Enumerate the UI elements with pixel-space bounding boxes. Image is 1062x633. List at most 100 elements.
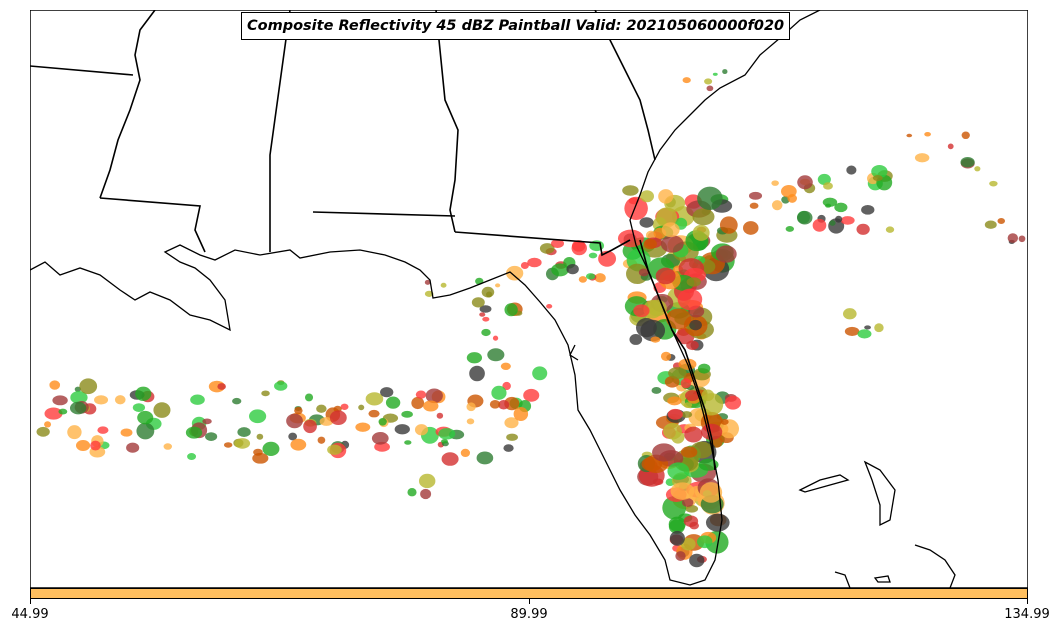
reflectivity-blob xyxy=(253,448,263,456)
reflectivity-blob xyxy=(67,425,82,440)
border-la-ms xyxy=(99,197,206,253)
reflectivity-blob xyxy=(684,426,703,443)
reflectivity-blob xyxy=(675,551,686,562)
reflectivity-blob xyxy=(365,392,384,406)
reflectivity-blob xyxy=(834,202,848,213)
reflectivity-blob xyxy=(469,365,485,382)
reflectivity-blob xyxy=(498,400,510,410)
reflectivity-blob xyxy=(249,409,267,424)
reflectivity-blob xyxy=(662,496,687,520)
reflectivity-blob xyxy=(857,329,872,339)
reflectivity-blob xyxy=(551,238,565,248)
reflectivity-blob xyxy=(425,388,443,404)
reflectivity-blob xyxy=(629,334,643,345)
reflectivity-blob xyxy=(704,78,713,85)
reflectivity-blob xyxy=(624,196,648,221)
reflectivity-blob xyxy=(288,432,298,441)
reflectivity-blob xyxy=(787,194,797,203)
reflectivity-blob xyxy=(771,180,779,186)
reflectivity-blob xyxy=(680,537,696,551)
reflectivity-blob xyxy=(44,407,63,420)
reflectivity-blob xyxy=(135,386,152,401)
colorbar xyxy=(30,588,1028,599)
reflectivity-blob xyxy=(527,257,542,268)
border-ar-la xyxy=(30,65,134,76)
reflectivity-blob xyxy=(797,175,813,190)
reflectivity-blob xyxy=(491,385,507,400)
reflectivity-blob xyxy=(706,85,714,92)
reflectivity-blob xyxy=(720,418,729,425)
reflectivity-blob xyxy=(441,439,448,444)
reflectivity-blob xyxy=(906,133,913,138)
reflectivity-blob xyxy=(479,305,492,313)
reflectivity-blob xyxy=(237,427,251,438)
reflectivity-blob xyxy=(546,304,553,309)
reflectivity-blob xyxy=(187,453,197,461)
reflectivity-blob xyxy=(846,165,857,175)
reflectivity-blob xyxy=(585,273,596,280)
reflectivity-blob xyxy=(262,441,280,456)
reflectivity-blob xyxy=(303,419,317,434)
border-ga-fl xyxy=(454,231,631,257)
reflectivity-blob xyxy=(984,220,997,229)
reflectivity-blob xyxy=(645,230,656,240)
reflectivity-blob xyxy=(861,204,875,215)
reflectivity-blob xyxy=(924,131,931,137)
reflectivity-blob xyxy=(635,317,657,338)
reflectivity-blob xyxy=(692,224,710,241)
colorbar-tick-label-mid: 89.99 xyxy=(510,607,548,622)
reflectivity-blob xyxy=(872,175,883,182)
reflectivity-blob xyxy=(424,290,434,297)
reflectivity-blob xyxy=(274,381,288,391)
reflectivity-blob xyxy=(748,191,763,200)
reflectivity-blob xyxy=(689,319,702,331)
colorbar-tick-label-min: 44.99 xyxy=(11,607,49,622)
map-title: Composite Reflectivity 45 dBZ Paintball … xyxy=(241,12,791,40)
reflectivity-blob xyxy=(205,432,218,441)
reflectivity-blob xyxy=(441,452,459,466)
reflectivity-blob xyxy=(261,390,270,397)
colorbar-tick-label-max: 134.99 xyxy=(1004,607,1050,622)
reflectivity-blob xyxy=(420,488,432,500)
reflectivity-blob xyxy=(340,403,349,410)
reflectivity-blob xyxy=(232,397,242,405)
reflectivity-blob xyxy=(661,222,680,238)
reflectivity-blob xyxy=(70,391,88,404)
reflectivity-blob xyxy=(651,387,662,394)
reflectivity-blob xyxy=(223,442,233,448)
reflectivity-blob xyxy=(185,426,203,439)
reflectivity-blob xyxy=(871,164,888,178)
reflectivity-blob xyxy=(660,235,684,253)
reflectivity-blob xyxy=(658,189,674,204)
reflectivity-blob xyxy=(500,362,511,371)
reflectivity-blob xyxy=(685,505,699,513)
reflectivity-blob xyxy=(97,426,109,434)
reflectivity-blob xyxy=(489,399,501,409)
reflectivity-blob xyxy=(380,387,394,398)
reflectivity-blob xyxy=(677,288,703,311)
reflectivity-blob xyxy=(588,252,598,259)
reflectivity-blob xyxy=(423,400,439,412)
reflectivity-blob xyxy=(36,426,50,437)
reflectivity-blob xyxy=(319,417,334,426)
reflectivity-blob xyxy=(823,182,833,190)
reflectivity-blob xyxy=(471,297,485,308)
reflectivity-blob xyxy=(667,408,683,420)
reflectivity-blob xyxy=(504,303,518,317)
reflectivity-blob xyxy=(771,200,783,211)
reflectivity-blob xyxy=(492,335,499,341)
reflectivity-blob xyxy=(666,308,692,330)
reflectivity-blob xyxy=(697,186,723,211)
gulf-atlantic-coastline xyxy=(30,10,821,586)
reflectivity-blobs xyxy=(36,69,1026,568)
reflectivity-blob xyxy=(52,395,68,406)
reflectivity-blob xyxy=(712,72,718,76)
reflectivity-blob xyxy=(126,442,140,453)
reflectivity-blob xyxy=(689,521,699,530)
colorbar-tick xyxy=(529,599,530,604)
reflectivity-blob xyxy=(327,444,342,455)
reflectivity-blob xyxy=(682,77,691,84)
reflectivity-blob xyxy=(466,402,476,412)
reflectivity-blob xyxy=(371,431,389,445)
coastlines xyxy=(30,10,956,588)
